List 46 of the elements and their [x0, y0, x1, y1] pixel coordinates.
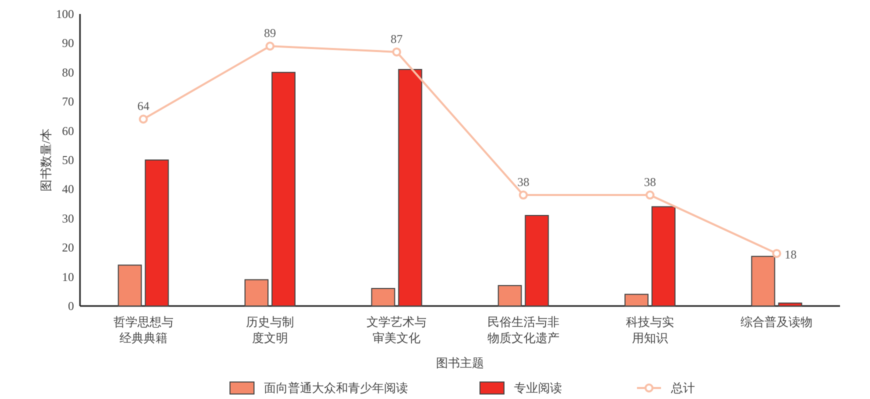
y-tick-label: 40	[62, 182, 74, 196]
y-tick-label: 80	[62, 65, 74, 80]
x-tick-label: 历史与制度文明	[246, 314, 294, 346]
y-tick-label: 50	[62, 153, 74, 167]
bar	[751, 256, 776, 306]
y-tick-label: 10	[62, 270, 74, 284]
bar	[624, 294, 648, 306]
y-tick-label: 100	[56, 7, 74, 21]
y-axis-title: 图书数量/本	[39, 128, 53, 192]
point	[392, 47, 402, 56]
bar	[244, 279, 268, 306]
y-tick-label: 30	[62, 211, 74, 226]
x-axis-title: 图书主题	[436, 356, 484, 370]
y-tick-label: 20	[62, 240, 74, 255]
legend-label: 面向普通大众和青少年阅读	[264, 381, 408, 395]
point	[518, 190, 528, 200]
bar	[524, 214, 549, 306]
data-label: 89	[264, 26, 276, 40]
bar	[371, 288, 396, 306]
bar	[272, 72, 296, 306]
bar	[652, 206, 676, 306]
data-label: 38	[517, 175, 530, 190]
point	[772, 248, 782, 258]
x-tick-label: 科技与实用知识	[626, 314, 674, 346]
legend-label: 总计	[670, 381, 695, 395]
data-label: 64	[137, 99, 150, 114]
bar	[144, 160, 169, 306]
x-tick-label: 文学艺术与审美文化	[366, 314, 428, 346]
y-tick-label: 60	[62, 124, 74, 138]
point	[646, 190, 654, 200]
x-tick-label: 民俗生活与非物质文化遗产	[486, 314, 560, 346]
data-label: 38	[644, 175, 656, 190]
point	[138, 114, 148, 124]
y-tick-label: 90	[62, 36, 74, 50]
y-tick-label: 70	[62, 94, 74, 109]
y-tick-label: 0	[68, 299, 74, 313]
legend-label: 专业阅读	[514, 381, 562, 395]
bar	[778, 302, 802, 306]
data-label: 87	[390, 32, 403, 46]
bar	[498, 285, 522, 306]
x-tick-label: 哲学思想与经典典籍	[112, 314, 174, 346]
bar	[118, 264, 142, 306]
point	[266, 42, 274, 51]
bar	[398, 68, 422, 306]
data-label: 18	[784, 247, 797, 262]
x-tick-label: 综合普及读物	[740, 314, 814, 330]
